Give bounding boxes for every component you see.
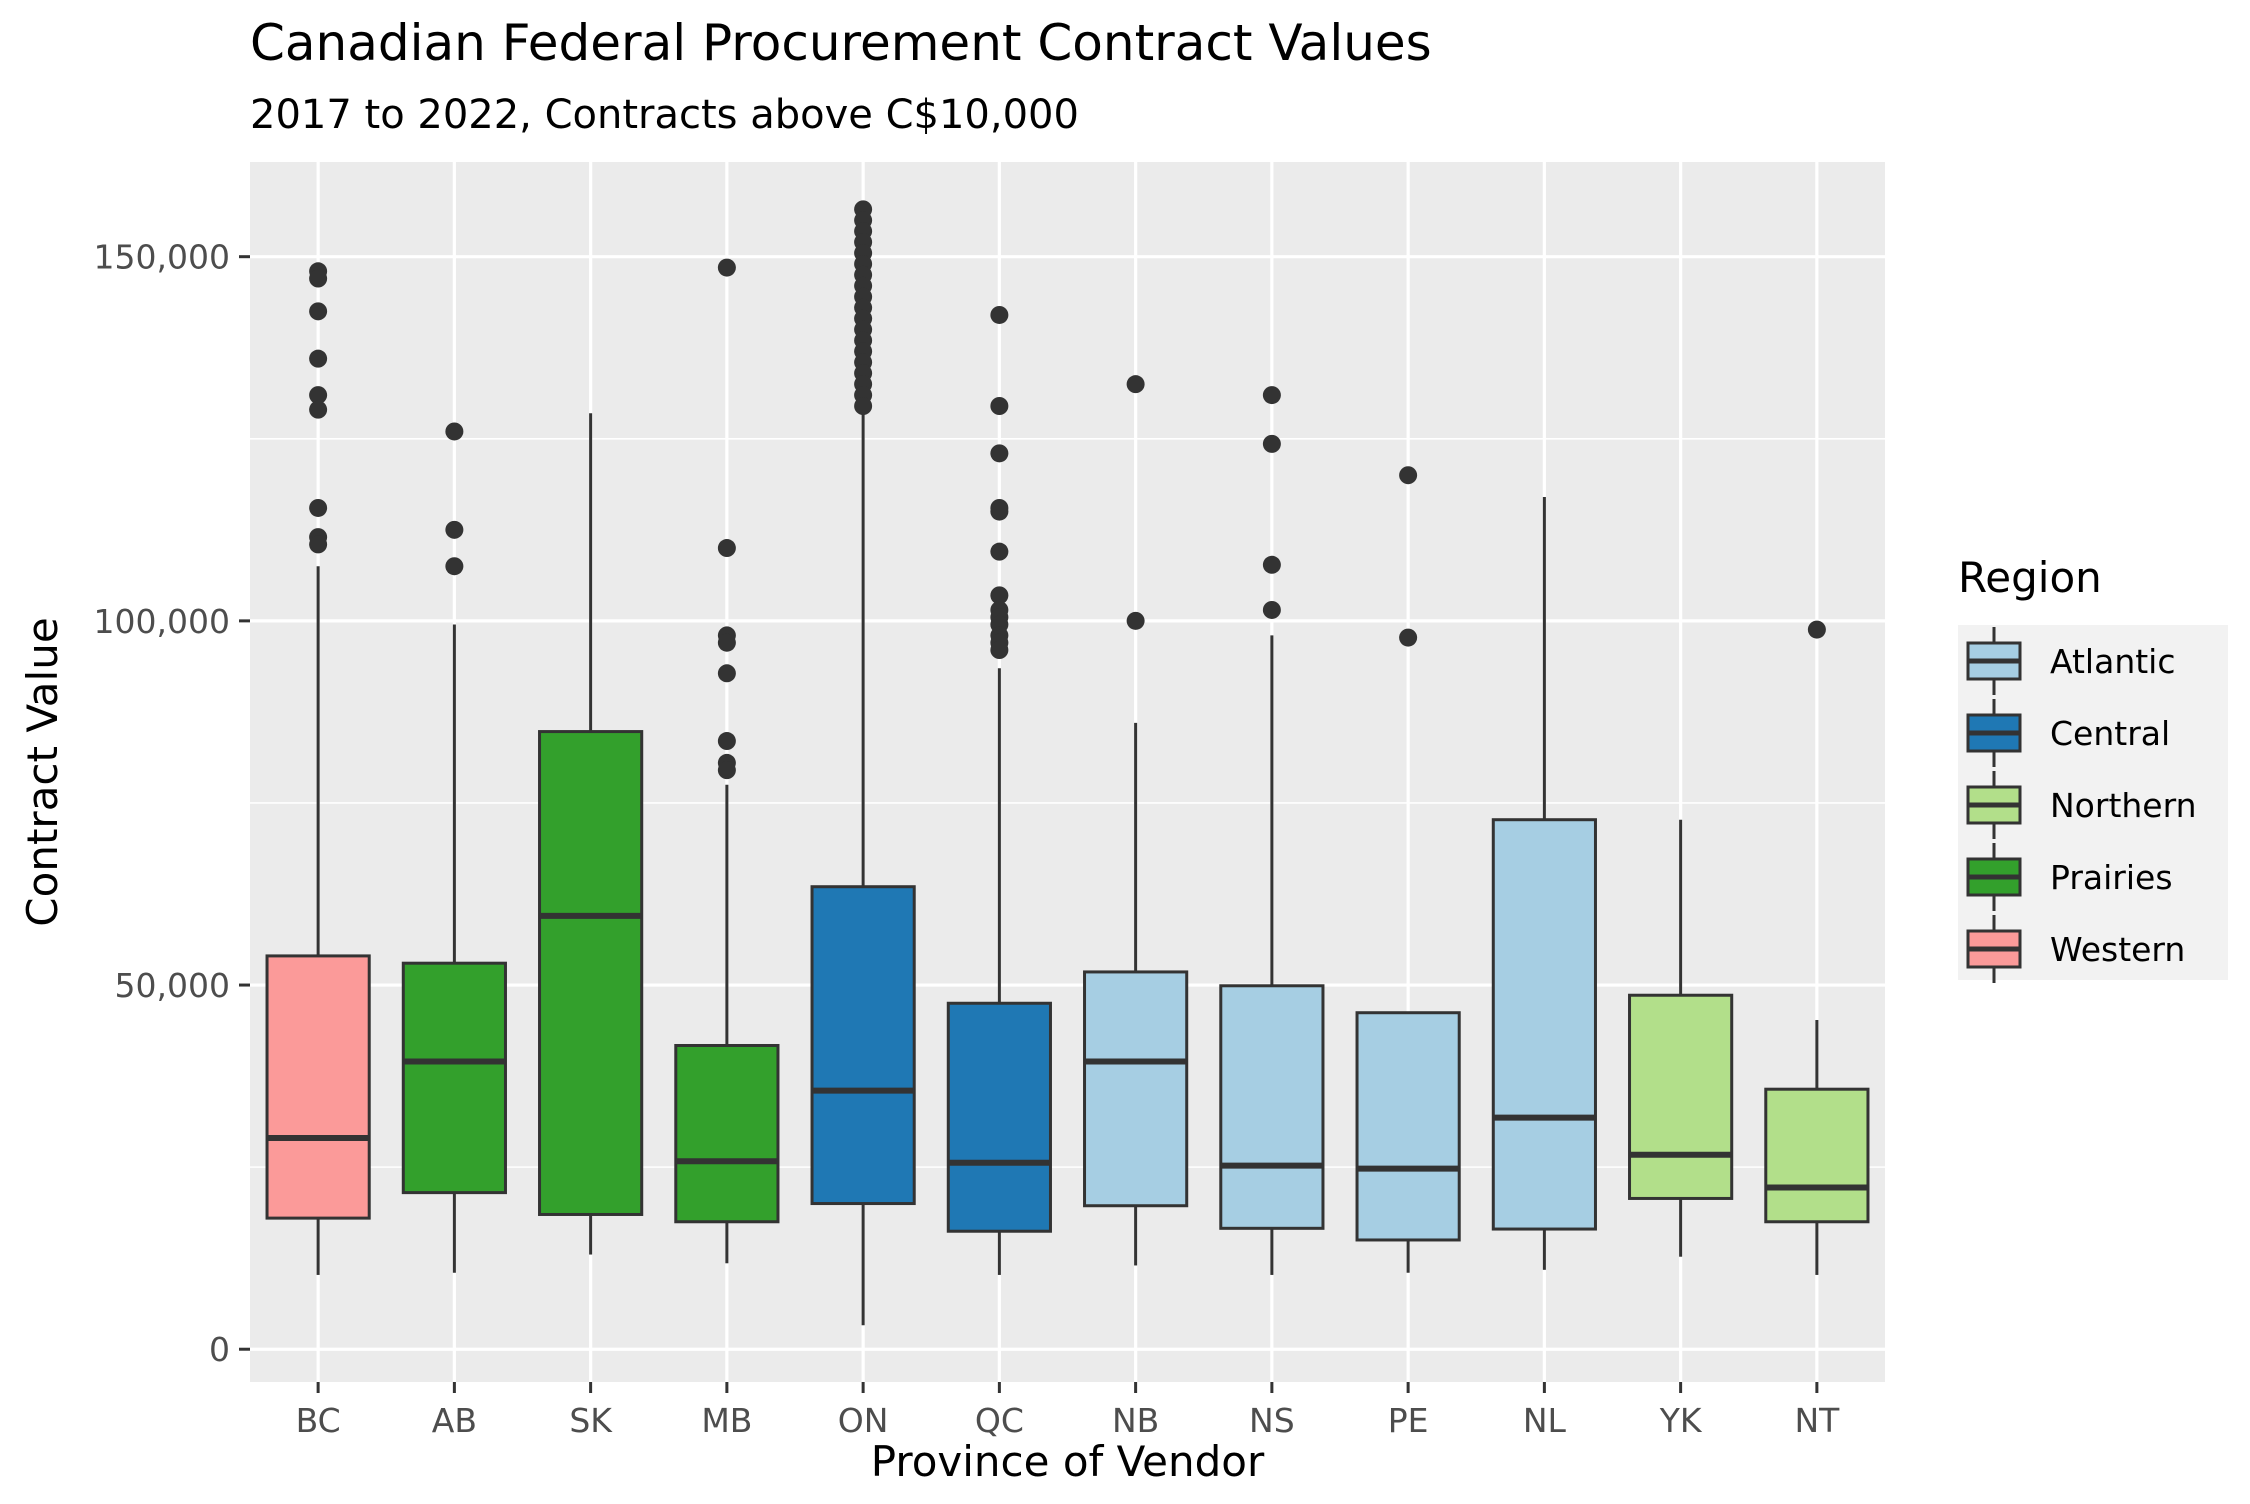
outlier-point [1262,600,1281,619]
outlier-point [990,444,1009,463]
panel-background [250,162,1885,1382]
box-nt [1764,620,1870,1275]
outlier-point [717,258,736,277]
box-qc [946,305,1052,1275]
outlier-point [1126,611,1145,630]
y-tick-label: 0 [209,1330,230,1369]
outlier-point [717,732,736,751]
y-axis: 0 50,000 100,000 150,000 [94,238,250,1369]
legend-item-central: Central [1966,699,2170,767]
outlier-point [1126,375,1145,394]
legend-label: Western [2050,930,2185,969]
outlier-point [309,269,328,288]
box-sk [538,413,644,1255]
box-iqr [1764,1087,1870,1224]
outlier-point [309,535,328,554]
outlier-point [990,502,1009,521]
legend-label: Prairies [2050,858,2173,897]
legend: Region Atlantic Central Northern Prairies We… [1958,553,2228,983]
box-iqr [1219,984,1325,1230]
outlier-point [717,633,736,652]
legend-item-prairies: Prairies [1966,843,2173,911]
legend-label: Atlantic [2050,642,2176,681]
outlier-point [1262,434,1281,453]
outlier-point [309,400,328,419]
legend-label: Central [2050,714,2170,753]
x-axis: BC AB SK MB ON QC NB NS PE NL YK NT [296,1382,1840,1440]
legend-item-western: Western [1966,915,2185,983]
outlier-point [445,520,464,539]
box-iqr [674,1043,780,1224]
outlier-point [717,664,736,683]
outlier-point [854,397,873,415]
box-iqr [538,730,644,1216]
x-tick-label: NS [1249,1401,1295,1440]
outlier-point [990,397,1009,415]
boxes-layer [265,200,1870,1326]
outlier-point [309,349,328,368]
box-nl [1491,497,1597,1270]
x-tick-label: AB [432,1401,477,1440]
y-tick-label: 100,000 [94,602,230,641]
chart-title: Canadian Federal Procurement Contract Va… [250,14,1432,72]
box-iqr [810,885,916,1206]
x-tick-label: BC [296,1401,341,1440]
outlier-point [1262,386,1281,405]
outlier-point [445,557,464,576]
x-tick-label: NT [1794,1401,1840,1440]
box-iqr [1083,970,1189,1208]
outlier-point [990,305,1009,324]
outlier-point [309,386,328,405]
box-iqr [1355,1011,1461,1242]
outlier-point [990,542,1009,561]
x-tick-label: MB [701,1401,752,1440]
outlier-point [1399,628,1418,647]
box-pe [1355,466,1461,1273]
legend-item-atlantic: Atlantic [1966,627,2176,695]
box-iqr [1491,818,1597,1231]
outlier-point [309,498,328,517]
box-mb [674,258,780,1264]
outlier-point [1807,620,1826,639]
box-ns [1219,386,1325,1275]
outlier-point [990,586,1009,605]
legend-label: Northern [2050,786,2197,825]
y-axis-label: Contract Value [18,617,67,926]
x-tick-label: PE [1388,1401,1429,1440]
box-ab [401,422,507,1273]
x-tick-label: NL [1523,1401,1567,1440]
box-iqr [401,961,507,1195]
x-tick-label: SK [569,1401,613,1440]
legend-title: Region [1958,553,2102,602]
box-yk [1628,819,1734,1257]
outlier-point [990,641,1009,659]
x-tick-label: ON [838,1401,889,1440]
x-axis-label: Province of Vendor [871,1437,1265,1486]
x-tick-label: NB [1112,1401,1159,1440]
box-on [810,200,916,1326]
y-tick-label: 50,000 [115,966,230,1005]
box-nb [1083,375,1189,1266]
outlier-point [717,539,736,558]
outlier-point [1399,466,1418,485]
y-tick-label: 150,000 [94,238,230,277]
x-tick-label: QC [975,1401,1024,1440]
outlier-point [717,761,736,780]
box-iqr [946,1001,1052,1233]
box-iqr [265,954,371,1220]
box-iqr [1628,993,1734,1200]
outlier-point [1262,555,1281,574]
box-bc [265,262,371,1275]
outlier-point [445,422,464,441]
outlier-point [309,302,328,321]
legend-item-northern: Northern [1966,771,2197,839]
x-tick-label: YK [1659,1401,1703,1440]
chart-subtitle: 2017 to 2022, Contracts above C$10,000 [250,92,1079,138]
